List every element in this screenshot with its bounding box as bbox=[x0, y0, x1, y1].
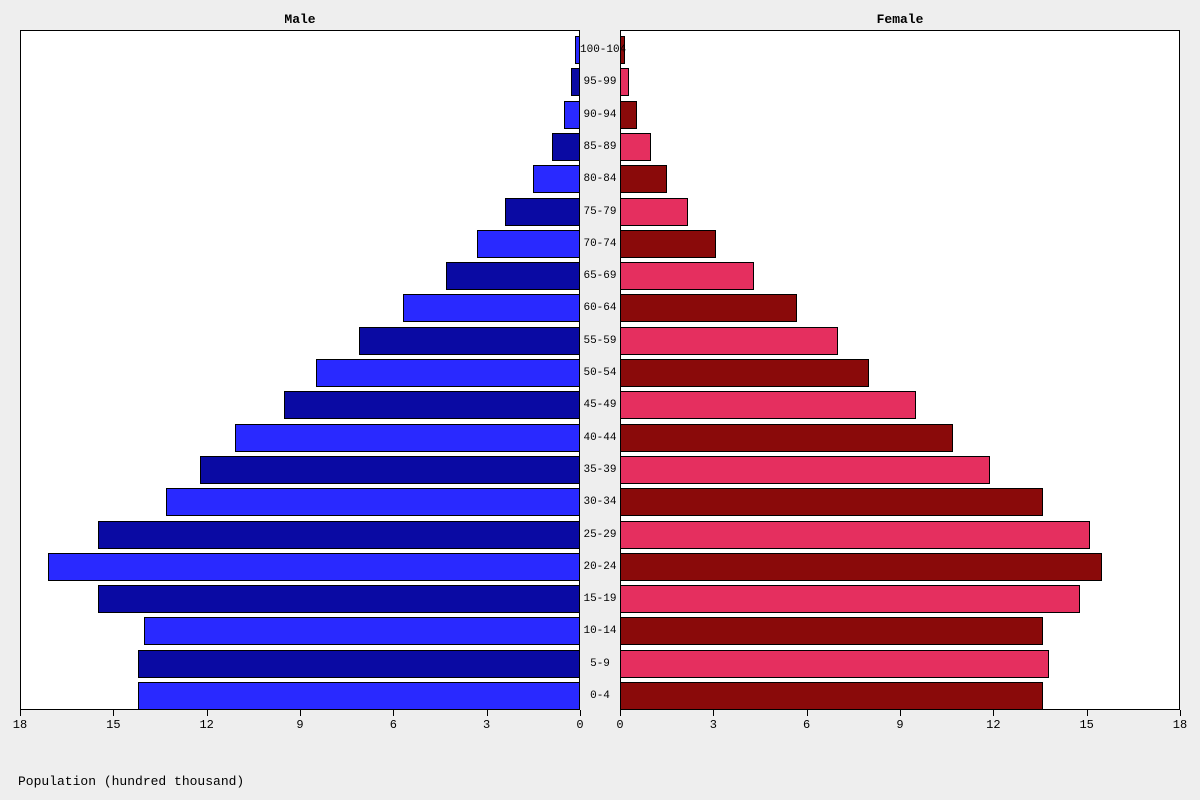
age-group-label: 55-59 bbox=[580, 335, 620, 347]
female-bar bbox=[620, 650, 1049, 678]
age-group-label: 85-89 bbox=[580, 141, 620, 153]
x-tick-label: 3 bbox=[698, 718, 728, 732]
male-bar bbox=[316, 359, 580, 387]
age-group-label: 45-49 bbox=[580, 399, 620, 411]
male-bar bbox=[138, 682, 580, 710]
age-group-label: 15-19 bbox=[580, 593, 620, 605]
male-bar bbox=[533, 165, 580, 193]
age-group-label: 70-74 bbox=[580, 238, 620, 250]
x-tick bbox=[620, 710, 621, 716]
female-title: Female bbox=[620, 12, 1180, 27]
x-tick-label: 15 bbox=[98, 718, 128, 732]
x-tick bbox=[20, 710, 21, 716]
age-group-label: 65-69 bbox=[580, 270, 620, 282]
male-bar bbox=[144, 617, 580, 645]
age-group-label: 95-99 bbox=[580, 76, 620, 88]
male-bar bbox=[477, 230, 580, 258]
male-bar bbox=[571, 68, 580, 96]
age-group-label: 35-39 bbox=[580, 464, 620, 476]
age-group-label: 5-9 bbox=[580, 658, 620, 670]
female-bar bbox=[620, 68, 629, 96]
age-group-label: 20-24 bbox=[580, 561, 620, 573]
age-group-label: 60-64 bbox=[580, 302, 620, 314]
age-group-label: 0-4 bbox=[580, 690, 620, 702]
x-tick bbox=[807, 710, 808, 716]
age-group-label: 75-79 bbox=[580, 206, 620, 218]
x-tick bbox=[1180, 710, 1181, 716]
x-tick bbox=[487, 710, 488, 716]
female-bar bbox=[620, 198, 688, 226]
male-bar bbox=[138, 650, 580, 678]
female-bar bbox=[620, 391, 916, 419]
x-tick-label: 9 bbox=[885, 718, 915, 732]
male-bar bbox=[48, 553, 580, 581]
x-tick bbox=[393, 710, 394, 716]
population-pyramid-chart: Male Female 0-4 5-9 10-14 15-19 20-24 25-29 30-3… bbox=[0, 0, 1200, 800]
x-tick bbox=[713, 710, 714, 716]
male-bar bbox=[200, 456, 580, 484]
female-bar bbox=[620, 294, 797, 322]
male-bar bbox=[446, 262, 580, 290]
x-tick bbox=[580, 710, 581, 716]
x-tick-label: 12 bbox=[978, 718, 1008, 732]
male-bar bbox=[166, 488, 580, 516]
female-bar bbox=[620, 101, 637, 129]
x-tick bbox=[113, 710, 114, 716]
x-tick-label: 12 bbox=[192, 718, 222, 732]
x-tick-label: 0 bbox=[565, 718, 595, 732]
x-tick-label: 6 bbox=[378, 718, 408, 732]
age-group-label: 80-84 bbox=[580, 173, 620, 185]
age-group-label: 100-104 bbox=[580, 44, 620, 56]
x-tick-label: 18 bbox=[1165, 718, 1195, 732]
male-bar bbox=[359, 327, 580, 355]
female-bar bbox=[620, 262, 754, 290]
male-bar bbox=[235, 424, 580, 452]
x-tick bbox=[300, 710, 301, 716]
x-axis-title: Population (hundred thousand) bbox=[18, 774, 244, 789]
female-bar bbox=[620, 424, 953, 452]
x-tick-label: 15 bbox=[1072, 718, 1102, 732]
female-bar bbox=[620, 617, 1043, 645]
x-tick-label: 3 bbox=[472, 718, 502, 732]
x-tick-label: 9 bbox=[285, 718, 315, 732]
x-tick bbox=[207, 710, 208, 716]
age-group-label: 40-44 bbox=[580, 432, 620, 444]
male-title: Male bbox=[20, 12, 580, 27]
x-tick-label: 18 bbox=[5, 718, 35, 732]
female-bar bbox=[620, 488, 1043, 516]
male-bar bbox=[284, 391, 580, 419]
female-bar bbox=[620, 521, 1090, 549]
male-bar bbox=[505, 198, 580, 226]
female-bar bbox=[620, 585, 1080, 613]
male-bar bbox=[98, 521, 580, 549]
x-tick-label: 0 bbox=[605, 718, 635, 732]
male-bar bbox=[98, 585, 580, 613]
female-bar bbox=[620, 230, 716, 258]
female-bar bbox=[620, 327, 838, 355]
age-group-label: 50-54 bbox=[580, 367, 620, 379]
female-bar bbox=[620, 682, 1043, 710]
male-bar bbox=[564, 101, 580, 129]
female-bar bbox=[620, 456, 990, 484]
female-bar bbox=[620, 133, 651, 161]
age-group-label: 25-29 bbox=[580, 529, 620, 541]
x-tick-label: 6 bbox=[792, 718, 822, 732]
x-tick bbox=[993, 710, 994, 716]
female-bar bbox=[620, 359, 869, 387]
male-bar bbox=[403, 294, 580, 322]
female-bar bbox=[620, 165, 667, 193]
x-tick bbox=[900, 710, 901, 716]
age-group-label: 90-94 bbox=[580, 109, 620, 121]
age-group-label: 30-34 bbox=[580, 496, 620, 508]
male-bar bbox=[552, 133, 580, 161]
x-tick bbox=[1087, 710, 1088, 716]
age-group-label: 10-14 bbox=[580, 625, 620, 637]
female-bar bbox=[620, 553, 1102, 581]
